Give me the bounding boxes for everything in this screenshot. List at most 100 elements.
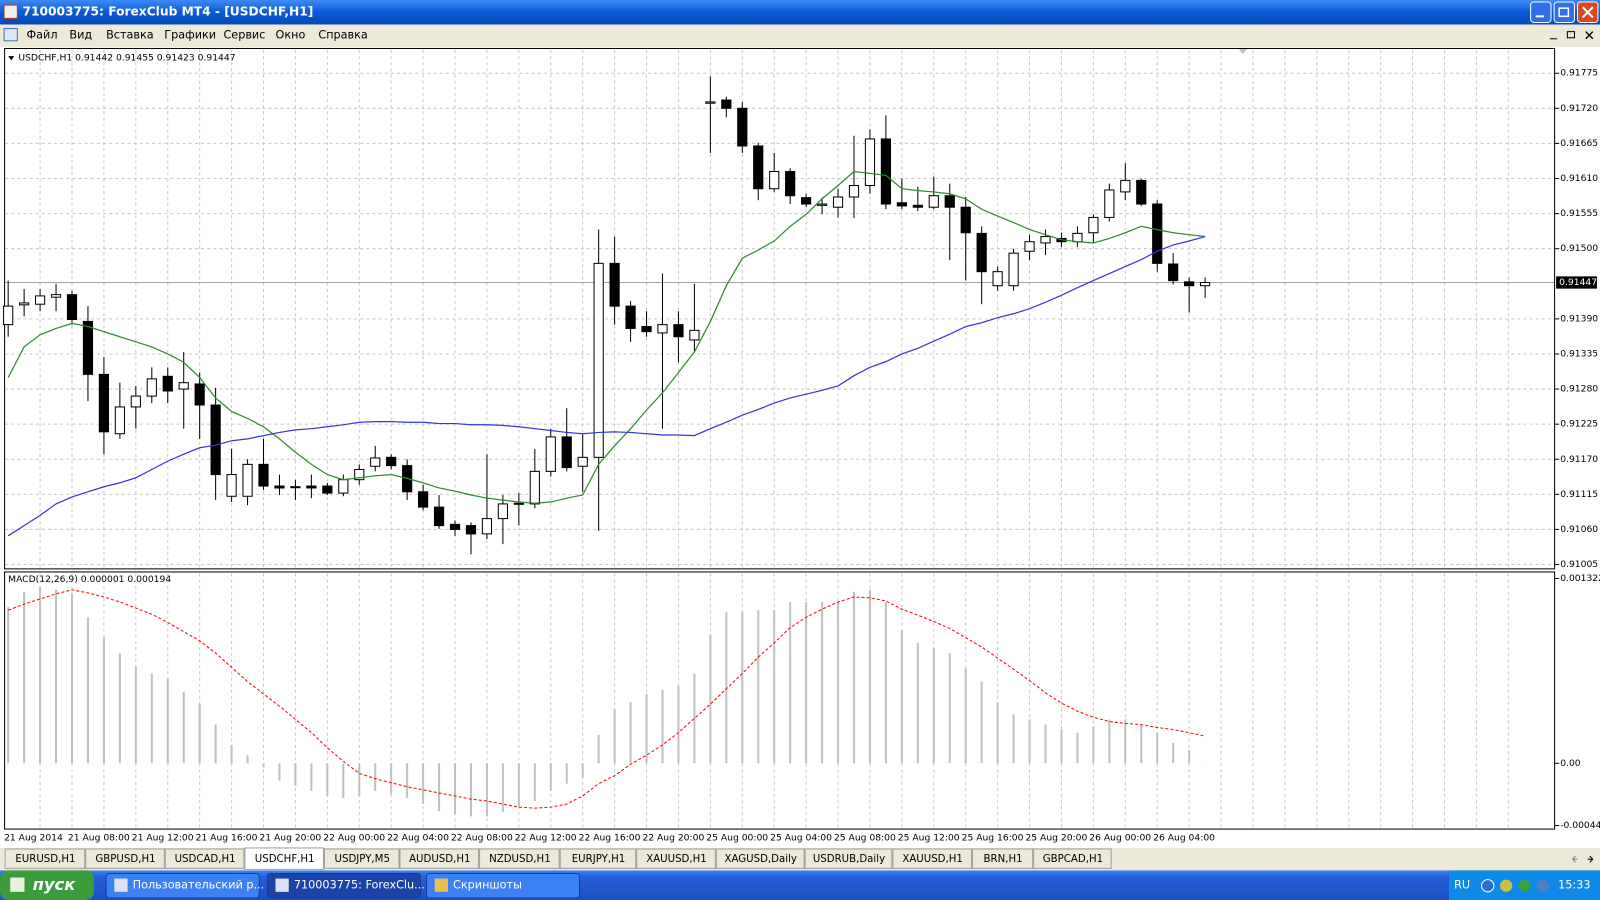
candle-body: [832, 196, 844, 208]
tab-label[interactable]: USDCHF,H1: [255, 854, 315, 865]
tab[interactable]: [399, 848, 480, 869]
candle-body: [864, 138, 876, 187]
tab[interactable]: [636, 848, 716, 869]
y-tick-label: 0.91115: [1560, 489, 1598, 500]
tab[interactable]: [244, 847, 324, 870]
app-icon: [3, 4, 18, 19]
menu-item[interactable]: Графики: [164, 29, 216, 42]
candle-body: [449, 523, 461, 530]
candle-body: [130, 395, 141, 408]
tab[interactable]: [892, 848, 972, 869]
x-tick-label: 21 Aug 16:00: [196, 832, 258, 843]
tab-label[interactable]: GBPUSD,H1: [95, 854, 155, 865]
minimize-button[interactable]: [1530, 1, 1552, 23]
y-tick-label: 0.91610: [1560, 173, 1598, 184]
title-bar: [0, 0, 1600, 25]
chart-title: USDCHF,H1 0.91442 0.91455 0.91423 0.9144…: [18, 53, 235, 64]
shift-marker: [1238, 48, 1247, 55]
candle-body: [657, 324, 668, 334]
taskbar-label[interactable]: Пользовательский р...: [133, 879, 265, 892]
menu-item[interactable]: Окно: [276, 29, 306, 42]
candle-body: [753, 145, 764, 190]
candle-body: [513, 502, 524, 505]
tab[interactable]: [85, 848, 165, 869]
tab-label[interactable]: EURUSD,H1: [15, 854, 75, 865]
tab-label[interactable]: XAGUSD,Daily: [724, 854, 796, 865]
macd-panel: [4, 571, 1556, 830]
tab-label[interactable]: NZDUSD,H1: [489, 854, 551, 865]
candle-body: [1040, 236, 1051, 244]
tab-label[interactable]: USDJPY,M5: [335, 854, 390, 865]
chart-menu-arrow[interactable]: [8, 56, 15, 61]
y-tick-label: 0.91335: [1560, 348, 1598, 359]
tab[interactable]: [4, 848, 86, 869]
tab-label[interactable]: USDRUB,Daily: [813, 854, 885, 865]
taskbar-button[interactable]: [426, 872, 581, 899]
tab-label[interactable]: GBPCAD,H1: [1043, 854, 1103, 865]
tab-scroll-right[interactable]: [1587, 855, 1594, 863]
restore-button[interactable]: [1553, 1, 1575, 23]
tab[interactable]: [971, 848, 1034, 869]
taskbar-icon: [434, 878, 448, 892]
candle-body: [226, 474, 237, 497]
y-tick-label: 0.91720: [1560, 103, 1598, 114]
candle-body: [1024, 241, 1035, 252]
candle-body: [242, 463, 253, 497]
plot: 0.91775 0.91720 0.91665 0.91610 0.91555 0.915…: [3, 50, 1600, 843]
tab[interactable]: [804, 848, 893, 869]
candle-body: [737, 107, 748, 147]
tab-label[interactable]: AUDUSD,H1: [409, 854, 470, 865]
candle-body: [641, 326, 652, 333]
tab-scroll-left[interactable]: [1572, 855, 1578, 863]
candle-body: [1088, 216, 1099, 234]
tab[interactable]: [164, 848, 245, 869]
menu-item[interactable]: Справка: [318, 29, 367, 42]
language[interactable]: RU: [1454, 879, 1470, 892]
tab[interactable]: [1033, 848, 1112, 869]
menu-item[interactable]: Вид: [69, 29, 92, 42]
taskbar-button[interactable]: [266, 872, 421, 899]
tab-label[interactable]: BRN,H1: [984, 854, 1023, 865]
mdi-close[interactable]: [1585, 31, 1594, 40]
y-tick-label: 0.91005: [1560, 559, 1598, 570]
menu-bar: [0, 24, 1600, 47]
tab[interactable]: [715, 848, 805, 869]
tab-label[interactable]: EURJPY,H1: [572, 854, 626, 865]
taskbar-label[interactable]: 710003775: ForexClu...: [294, 879, 425, 892]
tab[interactable]: [479, 848, 560, 869]
y-tick-label: 0.91060: [1560, 524, 1598, 535]
x-tick-label: 22 Aug 16:00: [579, 832, 641, 843]
menu-item[interactable]: Сервис: [223, 29, 265, 42]
window-buttons: [1530, 1, 1599, 23]
candle-body: [1104, 189, 1115, 218]
taskbar-label[interactable]: Скриншоты: [453, 879, 522, 892]
taskbar-button[interactable]: [105, 872, 260, 899]
tab[interactable]: [323, 848, 400, 869]
mdi-buttons: [1550, 31, 1594, 40]
y-tick-label: 0.91390: [1560, 313, 1598, 324]
tray-icon[interactable]: [1536, 879, 1549, 892]
candle-body: [322, 485, 333, 494]
candle-body: [370, 457, 381, 467]
y-tick-label: 0.91555: [1560, 208, 1598, 219]
tab[interactable]: [559, 848, 637, 869]
y-tick-label: 0.91500: [1560, 243, 1598, 254]
mdi-restore[interactable]: [1566, 31, 1575, 39]
tab-label[interactable]: USDCAD,H1: [175, 854, 236, 865]
tray-icon[interactable]: [1481, 879, 1495, 893]
menu: Файл Вид Вставка Графики Сервис Окно Справка: [27, 29, 368, 42]
chart-window: [0, 46, 1600, 848]
x-tick-label: 22 Aug 08:00: [451, 832, 513, 843]
menu-item[interactable]: Вставка: [106, 29, 154, 42]
candle-body: [162, 375, 173, 392]
candle-body: [210, 404, 221, 476]
y-tick-label: 0.00: [1560, 758, 1581, 769]
tab-label[interactable]: XAUUSD,H1: [902, 854, 963, 865]
moving-average: [7, 235, 1206, 537]
tray-icon[interactable]: [1500, 879, 1513, 892]
menu-item[interactable]: Файл: [27, 29, 58, 42]
tray-icon[interactable]: [1518, 879, 1531, 892]
candle-body: [66, 294, 78, 321]
tab-label[interactable]: XAUUSD,H1: [646, 854, 707, 865]
